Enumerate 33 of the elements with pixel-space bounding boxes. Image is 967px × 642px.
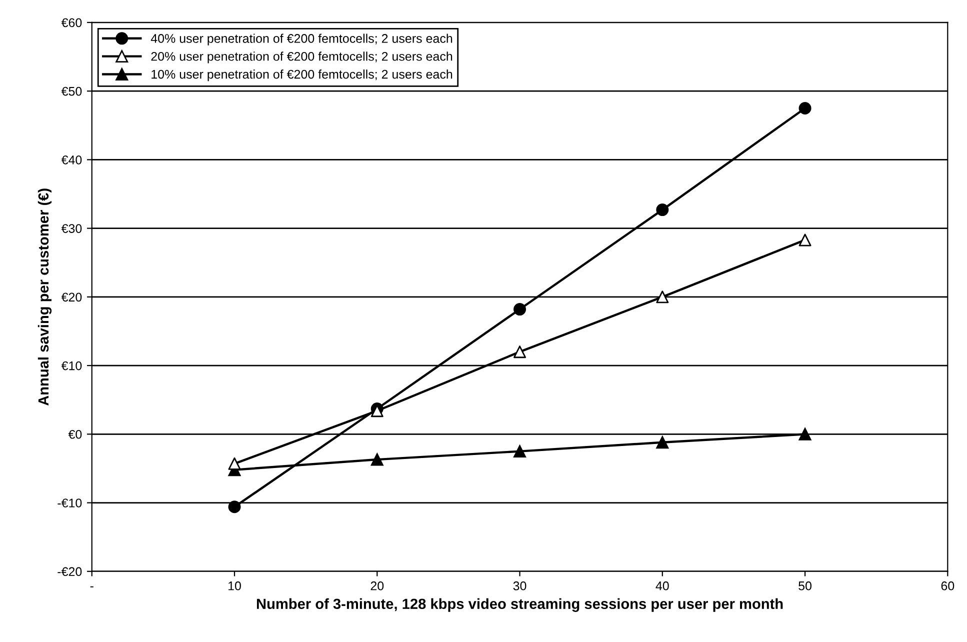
legend-label: 40% user penetration of €200 femtocells; 2 users each xyxy=(150,34,452,46)
point xyxy=(798,102,812,114)
point xyxy=(514,445,526,458)
point xyxy=(798,428,812,440)
point xyxy=(656,290,669,304)
point xyxy=(514,346,526,358)
y-tick-label: €20 xyxy=(61,292,82,302)
point xyxy=(228,457,241,470)
point xyxy=(514,303,526,316)
x-tick-label: 50 xyxy=(798,581,812,590)
point xyxy=(798,234,812,246)
x-tick-label: - xyxy=(90,586,94,588)
x-tick-label: 30 xyxy=(513,581,526,590)
point xyxy=(228,500,241,514)
y-tick-label: €40 xyxy=(61,156,82,164)
legend-label: 10% user penetration of €200 femtocells; 2 users each xyxy=(152,70,452,82)
y-tick-label: €10 xyxy=(61,361,82,370)
y-tick-label: €30 xyxy=(61,224,82,233)
y-tick-label: €50 xyxy=(61,86,82,96)
y-tick-label: €0 xyxy=(68,430,82,439)
x-tick-label: 40 xyxy=(656,581,669,590)
point xyxy=(656,436,669,449)
x-tick-label: 60 xyxy=(941,581,954,590)
y-axis-title: Annual saving per customer (€) xyxy=(38,188,52,406)
legend-label: 20% user penetration of €200 femtocells; 2 users each xyxy=(151,52,452,64)
x-axis-title: Number of 3-minute, 128 kbps video streaming sessions per user per month xyxy=(256,598,783,612)
point xyxy=(656,204,669,216)
y-tick-label: €60 xyxy=(61,18,82,28)
point xyxy=(370,453,384,466)
x-tick-label: 10 xyxy=(228,581,241,590)
y-tick-label: -€10 xyxy=(58,498,82,508)
y-tick-label: -€20 xyxy=(58,567,82,576)
x-tick-label: 20 xyxy=(370,581,384,590)
